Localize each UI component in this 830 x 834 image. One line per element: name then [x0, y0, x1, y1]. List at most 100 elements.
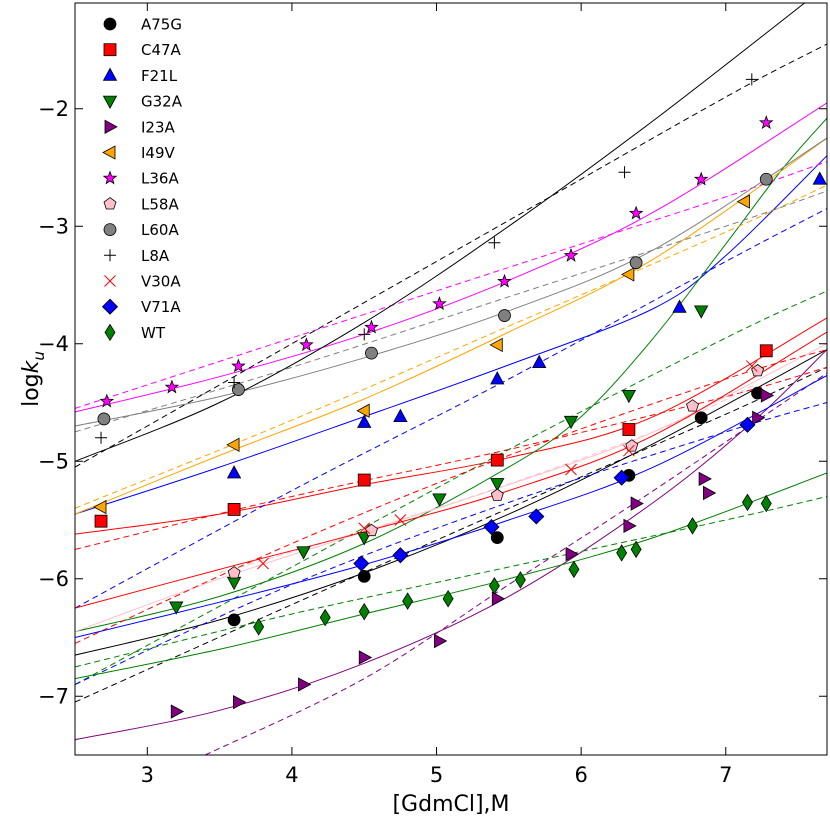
point-i49v-5	[621, 267, 635, 282]
legend-item-l36a: L36A	[102, 170, 179, 188]
point-i23a-10	[698, 471, 712, 487]
legend-marker-v30a	[104, 275, 116, 287]
point-c47a-3	[357, 473, 371, 487]
x-tick-label-3: 3	[141, 763, 154, 787]
point-i23a-13	[760, 388, 775, 403]
fit-line-dashed-v30a	[75, 349, 827, 644]
legend-label-v71a: V71A	[141, 298, 181, 316]
point-l36a-1	[99, 393, 115, 408]
fit-line-dashed-l60a	[75, 190, 827, 433]
legend-item-i49v: I49V	[102, 144, 176, 162]
y-axis-title-italic: k	[19, 359, 44, 373]
y-tick-label-0: −7	[38, 684, 69, 708]
fit-line-solid-l8a	[75, 3, 806, 462]
legend-label-l36a: L36A	[141, 170, 179, 188]
point-a75g-5	[694, 411, 708, 425]
point-g32a-7	[563, 415, 579, 430]
point-c47a-4	[490, 453, 504, 467]
point-v30a-1	[257, 557, 269, 570]
legend-label-wt: WT	[141, 324, 166, 342]
legend-marker-l60a	[103, 223, 117, 237]
point-l60a-2	[232, 383, 245, 396]
point-f21l-2	[357, 414, 372, 428]
x-tick-label-4: 4	[285, 763, 298, 787]
point-l8a-5	[618, 166, 631, 179]
fit-line-solid-l36a	[75, 102, 827, 413]
legend-label-l58a: L58A	[141, 195, 179, 213]
y-tick-label-5: −2	[38, 97, 69, 121]
fit-line-dashed-c47a	[75, 366, 827, 550]
legend-item-f21l: F21L	[102, 67, 178, 85]
point-l58a-4	[625, 439, 639, 452]
y-tick-label-1: −6	[38, 567, 69, 591]
point-i23a-2	[233, 694, 247, 710]
point-i23a-1	[170, 704, 185, 719]
fit-line-solid-a75g	[75, 349, 827, 656]
fit-line-dashed-l36a	[75, 161, 827, 409]
point-i23a-8	[623, 518, 637, 534]
legend-marker-g32a	[102, 95, 118, 109]
legend-item-l8a: L8A	[104, 247, 170, 265]
point-c47a-5	[622, 423, 636, 436]
fit-line-solid-l58a	[75, 343, 827, 633]
legend-item-i23a: I23A	[104, 118, 176, 136]
point-l8a-3	[358, 328, 371, 341]
point-l60a-6	[759, 172, 773, 186]
legend-item-v71a: V71A	[101, 298, 181, 316]
legend-marker-i49v	[102, 145, 116, 160]
x-tick-label-6: 6	[574, 763, 587, 787]
fit-line-dashed-wt	[75, 496, 827, 668]
legend-label-f21l: F21L	[141, 67, 178, 85]
point-i23a-3	[298, 677, 312, 692]
legend-item-l58a: L58A	[103, 195, 179, 213]
point-l60a-1	[97, 412, 111, 426]
point-l60a-5	[629, 256, 643, 270]
point-f21l-6	[672, 299, 687, 313]
point-l36a-8	[563, 247, 579, 262]
point-v30a-5	[623, 444, 635, 457]
point-wt-12	[741, 493, 753, 512]
point-l36a-6	[432, 296, 447, 311]
point-wt-2	[319, 608, 331, 627]
point-l36a-9	[628, 205, 644, 220]
point-l8a-2	[228, 376, 241, 389]
point-wt-13	[760, 494, 772, 513]
point-v71a-1	[353, 555, 370, 572]
point-c47a-1	[94, 514, 108, 528]
legend-label-l60a: L60A	[141, 221, 179, 239]
point-l36a-10	[693, 171, 709, 186]
point-i23a-4	[358, 650, 373, 665]
legend-marker-a75g	[103, 17, 117, 31]
y-tick-label-2: −5	[38, 449, 69, 473]
point-i49v-2	[226, 437, 240, 452]
point-i23a-9	[630, 496, 644, 511]
point-i49v-1	[93, 499, 107, 515]
fit-line-solid-f21l	[75, 155, 827, 515]
legend-marker-c47a	[103, 43, 117, 57]
legend-item-l60a: L60A	[103, 221, 179, 239]
point-a75g-3	[490, 531, 504, 545]
legend-marker-l36a	[102, 170, 118, 185]
legend-marker-i23a	[104, 119, 118, 134]
legend-item-v30a: V30A	[104, 273, 181, 291]
point-i23a-7	[565, 546, 579, 562]
point-i49v-3	[356, 403, 370, 418]
legend-item-g32a: G32A	[102, 93, 183, 111]
point-l58a-6	[751, 364, 765, 377]
legend-marker-l8a	[104, 249, 116, 262]
fit-line-solid-g32a	[75, 117, 827, 633]
point-i49v-6	[736, 194, 750, 209]
point-f21l-4	[490, 371, 505, 385]
x-tick-label-7: 7	[719, 763, 732, 787]
point-g32a-5	[432, 493, 447, 507]
point-l8a-1	[95, 431, 108, 444]
point-g32a-1	[169, 601, 184, 615]
point-v30a-3	[394, 514, 407, 526]
point-l60a-4	[498, 309, 511, 322]
point-i49v-4	[489, 337, 503, 353]
point-a75g-1	[227, 613, 241, 627]
point-l36a-3	[231, 358, 246, 373]
legend-marker-v71a	[101, 298, 119, 315]
fit-line-solid-v71a	[75, 375, 827, 638]
